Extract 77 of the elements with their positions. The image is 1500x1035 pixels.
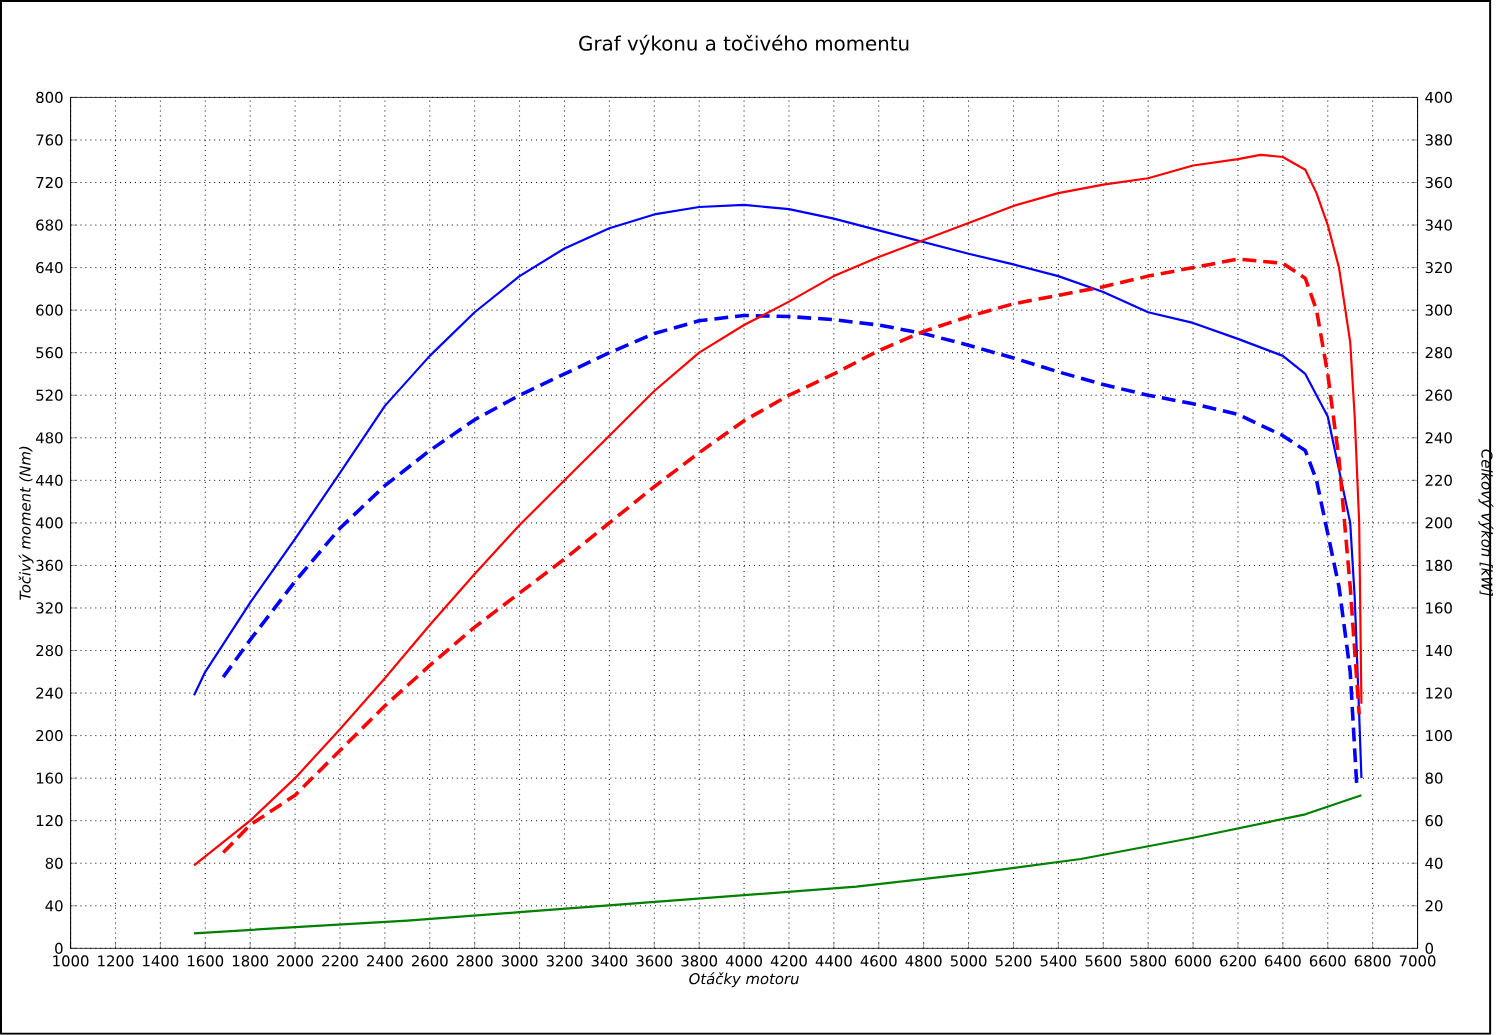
x-tick-label: 3800 [681, 955, 718, 967]
chart-title: Graf výkonu a točivého momentu [579, 34, 909, 55]
y-tick-label: 280 [36, 644, 63, 657]
x-tick-label: 5600 [1085, 955, 1122, 967]
y2-tick-label: 320 [1425, 262, 1452, 274]
x-tick-label: 1600 [188, 955, 224, 967]
x-tick-label: 5200 [995, 955, 1032, 967]
x-tick-label: 2600 [411, 955, 448, 967]
x-tick-label: 1800 [232, 955, 269, 967]
y-tick-label: 560 [36, 347, 63, 359]
y-tick-label: 520 [36, 389, 63, 401]
y2-tick-label: 180 [1426, 559, 1452, 572]
y-tick-label: 800 [36, 91, 63, 104]
y-tick-label: 720 [36, 176, 63, 189]
y-tick-label: 480 [35, 432, 63, 444]
x-tick-label: 2200 [322, 955, 358, 967]
x-tick-label: 6800 [1354, 955, 1391, 967]
y-tick-label: 640 [36, 262, 63, 274]
x-tick-label: 1400 [143, 955, 179, 967]
y-tick-label: 40 [45, 900, 63, 912]
x-tick-label: 2400 [367, 955, 403, 967]
x-tick-label: 2000 [277, 955, 313, 967]
y2-tick-label: 360 [1425, 176, 1452, 189]
x-tick-label: 2800 [456, 955, 493, 967]
x-tick-label: 3400 [591, 955, 628, 967]
y2-tick-label: 260 [1425, 389, 1452, 401]
x-tick-label: 5800 [1130, 955, 1167, 967]
y-tick-label: 760 [36, 134, 63, 146]
x-tick-label: 1200 [98, 955, 134, 967]
y-tick-label: 160 [36, 772, 63, 784]
x-tick-label: 6400 [1264, 955, 1301, 967]
y2-tick-label: 100 [1426, 730, 1452, 742]
y-tick-label: 360 [36, 559, 63, 572]
y2-tick-label: 0 [1425, 942, 1433, 955]
y-tick-label: 0 [55, 942, 63, 955]
x-tick-label: 3600 [636, 955, 673, 967]
y2-tick-label: 340 [1425, 219, 1452, 231]
x-tick-label: 5000 [950, 955, 987, 967]
y2-tick-label: 220 [1425, 474, 1452, 487]
y-tick-label: 200 [36, 730, 63, 742]
y2-tick-label: 20 [1425, 900, 1443, 912]
x-tick-label: 4200 [770, 955, 807, 967]
y2-tick-label: 160 [1426, 602, 1452, 614]
y2-tick-label: 240 [1425, 432, 1452, 444]
x-tick-label: 6000 [1175, 955, 1211, 967]
y2-tick-label: 140 [1426, 644, 1452, 657]
y2-tick-label: 200 [1425, 517, 1452, 529]
y-tick-label: 320 [36, 602, 63, 614]
y2-tick-label: 40 [1425, 857, 1443, 869]
y-tick-label: 240 [36, 687, 63, 699]
x-tick-label: 4400 [815, 955, 852, 967]
x-tick-label: 4000 [725, 955, 762, 967]
x-tick-label: 4800 [905, 955, 942, 967]
line-series [192, 794, 1363, 935]
x-tick-label: 6600 [1309, 955, 1346, 967]
x-tick-label: 3200 [546, 955, 583, 967]
x-tick-label: 7000 [1399, 955, 1436, 967]
y-tick-label: 120 [36, 815, 63, 827]
x-axis-title: Otáčky motoru [689, 972, 799, 988]
x-tick-label: 1000 [53, 955, 89, 967]
y2-tick-label: 400 [1425, 91, 1452, 104]
y-tick-label: 680 [36, 219, 63, 231]
y2-tick-label: 300 [1425, 304, 1452, 316]
y2-tick-label: 280 [1425, 347, 1452, 359]
y2-tick-label: 380 [1425, 134, 1452, 146]
x-tick-label: 5400 [1040, 955, 1077, 967]
x-tick-label: 4600 [860, 955, 897, 967]
y2-tick-label: 80 [1425, 772, 1443, 784]
y2-tick-label: 60 [1425, 815, 1443, 827]
y-tick-label: 440 [35, 474, 63, 487]
y-axis-title: Točivý moment (Nm) [18, 446, 34, 600]
x-tick-label: 6200 [1220, 955, 1256, 967]
y-tick-label: 80 [45, 857, 63, 869]
y-tick-label: 400 [35, 517, 63, 529]
y-tick-label: 600 [36, 304, 63, 316]
y2-tick-label: 120 [1426, 687, 1452, 699]
x-tick-label: 3000 [501, 955, 538, 967]
